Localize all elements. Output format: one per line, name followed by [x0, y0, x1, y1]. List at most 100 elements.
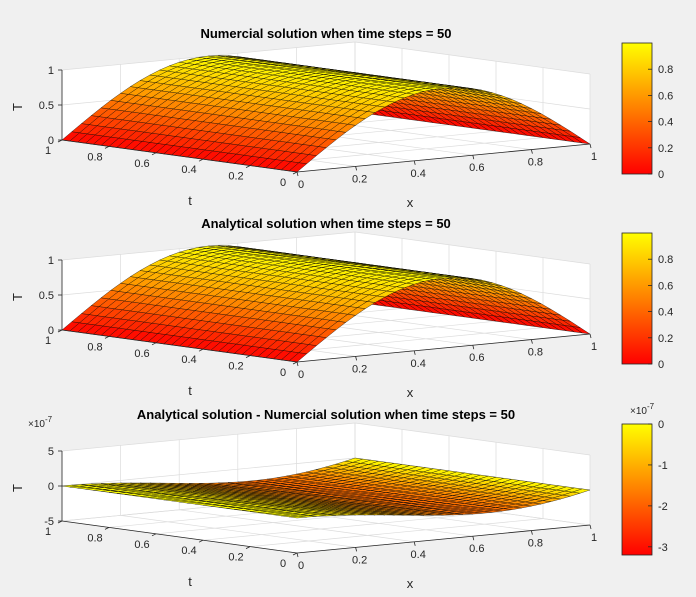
- z-tick-label: 0: [48, 481, 54, 493]
- x-tick: [413, 350, 416, 355]
- x-axis-line: [296, 143, 591, 173]
- grid-line: [354, 231, 591, 265]
- x-tick: [413, 160, 416, 165]
- y-tick: [104, 146, 110, 149]
- y-tick-label: 0: [280, 367, 286, 379]
- x-tick: [589, 143, 592, 149]
- x-tick: [589, 524, 592, 530]
- z-tick-label: 0.5: [39, 100, 54, 112]
- chart-title: Analytical solution when time steps = 50: [201, 216, 451, 231]
- subplot-1: 0 0.2 0.4 0.6 0.8 100.20.40.60.8100.51xtTNume…: [10, 26, 673, 210]
- colorbar-tick-label: -3: [658, 542, 668, 554]
- z-exponent-label: ×10-7: [28, 415, 53, 430]
- y-tick: [198, 348, 204, 352]
- colorbar-exponent-label: ×10-7: [630, 402, 655, 417]
- colorbar-tick-label: 0: [658, 419, 664, 431]
- x-tick-label: 0: [298, 369, 304, 381]
- x-tick-label: 0.2: [352, 363, 367, 375]
- chart-title: Analytical solution - Numercial solution…: [137, 407, 515, 422]
- z-tick-label: 1: [48, 65, 54, 77]
- y-tick: [198, 539, 204, 543]
- y-tick: [245, 165, 251, 168]
- y-tick-label: 0.8: [87, 341, 102, 353]
- x-tick: [531, 149, 533, 154]
- x-tick: [355, 356, 357, 361]
- x-tick: [472, 155, 475, 160]
- colorbar-tick-label: -2: [658, 501, 668, 513]
- x-tick-label: 0.2: [352, 173, 367, 185]
- y-tick-label: 0.2: [228, 552, 243, 564]
- colorbar-tick-label: 0.2: [658, 333, 673, 345]
- y-axis-label: t: [188, 574, 192, 589]
- colorbar-tick-label: 0.8: [658, 64, 673, 76]
- surface-patch: [572, 488, 591, 494]
- y-tick: [151, 152, 157, 156]
- y-axis-label: t: [188, 383, 192, 398]
- y-axis-line: [61, 329, 298, 363]
- x-tick-label: 0: [298, 560, 304, 572]
- x-tick: [296, 552, 299, 558]
- grid-line: [61, 457, 356, 487]
- y-tick: [198, 158, 204, 162]
- grid-line: [61, 422, 356, 452]
- x-tick-label: 0.6: [469, 352, 484, 364]
- y-tick: [104, 527, 110, 530]
- x-tick-label: 0.4: [411, 549, 426, 561]
- x-axis-label: x: [407, 195, 414, 210]
- z-axis-label: T: [10, 484, 25, 492]
- y-tick: [245, 355, 251, 358]
- chart-title: Numercial solution when time steps = 50: [200, 26, 451, 41]
- y-tick: [151, 533, 157, 537]
- y-tick-label: 0.2: [228, 171, 243, 183]
- x-tick-label: 0.8: [528, 347, 543, 359]
- y-tick-label: 0.4: [181, 545, 196, 557]
- x-tick-label: 0.8: [528, 538, 543, 550]
- y-tick-label: 1: [45, 335, 51, 347]
- x-tick-label: 0: [298, 179, 304, 191]
- subplot-3: 0 0.2 0.4 0.6 0.8 100.20.40.60.81-505×10-7xtT…: [10, 402, 668, 591]
- grid-line: [202, 511, 497, 541]
- grid-line: [354, 41, 591, 75]
- colorbar-tick-label: 0.4: [658, 307, 673, 319]
- y-axis-line: [61, 139, 298, 173]
- colorbar-tick-label: 0.6: [658, 90, 673, 102]
- y-tick-label: 0: [280, 558, 286, 570]
- y-tick: [292, 171, 298, 175]
- surface: [61, 457, 591, 519]
- x-tick-label: 1: [591, 341, 597, 353]
- x-tick: [413, 541, 416, 546]
- x-tick-label: 1: [591, 151, 597, 163]
- x-tick-label: 0.4: [411, 168, 426, 180]
- y-tick-label: 0.8: [87, 532, 102, 544]
- x-tick-label: 0.2: [352, 554, 367, 566]
- x-tick: [531, 530, 533, 535]
- x-tick-label: 0.8: [528, 157, 543, 169]
- colorbar-tick-label: 0.4: [658, 117, 673, 129]
- grid-line: [120, 515, 356, 548]
- x-tick: [355, 547, 357, 552]
- surface: [61, 245, 591, 363]
- surface-patch: [572, 326, 591, 335]
- x-axis-label: x: [407, 385, 414, 400]
- y-tick-label: 0.4: [181, 164, 196, 176]
- y-tick: [151, 342, 157, 346]
- subplot-2: 0 0.2 0.4 0.6 0.8 100.20.40.60.8100.51xtTAnal…: [10, 216, 673, 400]
- x-tick: [531, 339, 533, 344]
- y-axis-label: t: [188, 193, 192, 208]
- z-tick-label: 5: [48, 446, 54, 458]
- y-tick-label: 0.6: [134, 539, 149, 551]
- y-tick: [245, 546, 251, 549]
- y-tick-label: 0: [280, 177, 286, 189]
- y-tick: [292, 361, 298, 365]
- y-tick-label: 0.8: [87, 151, 102, 163]
- x-tick: [472, 345, 475, 350]
- y-tick-label: 0.4: [181, 354, 196, 366]
- y-tick-label: 1: [45, 526, 51, 538]
- colorbar: [621, 232, 653, 365]
- grid-line: [249, 518, 544, 547]
- x-tick-label: 1: [591, 532, 597, 544]
- z-axis-label: T: [10, 293, 25, 301]
- x-tick: [472, 536, 475, 541]
- z-tick-label: 1: [48, 255, 54, 267]
